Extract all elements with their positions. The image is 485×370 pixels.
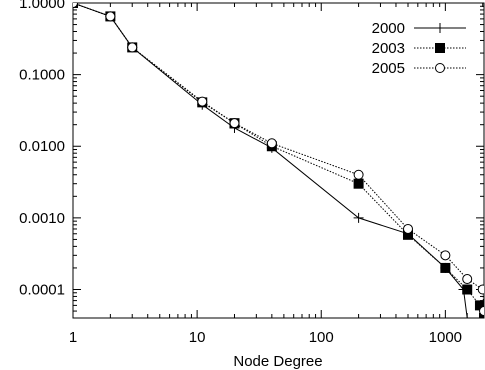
y-tick-label: 0.0010 bbox=[19, 210, 65, 227]
x-tick-label: 1 bbox=[69, 329, 77, 346]
y-tick-label: 0.1000 bbox=[19, 67, 65, 84]
series-group bbox=[73, 3, 484, 318]
data-point-2003 bbox=[474, 300, 484, 311]
data-point-2003 bbox=[353, 178, 364, 189]
legend-marker bbox=[435, 63, 445, 73]
data-point-2005 bbox=[440, 250, 451, 261]
x-axis-title: Node Degree bbox=[233, 353, 322, 370]
legend: 2000 2003 2005 bbox=[372, 20, 466, 77]
y-tick-label: 1.0000 bbox=[19, 0, 65, 12]
x-tick-label: 10 bbox=[189, 329, 206, 346]
legend-label: 2000 bbox=[372, 20, 405, 37]
data-point-2005 bbox=[105, 11, 116, 22]
data-point-2005 bbox=[266, 138, 277, 149]
plot-frame bbox=[72, 2, 485, 319]
data-point-2005 bbox=[127, 42, 138, 53]
axis-ticks: 1 10 100 1000 1.0000 0.1000 0.0100 0.0010 0.0001 bbox=[19, 0, 484, 346]
data-point-2005 bbox=[479, 306, 484, 317]
data-point-2003 bbox=[479, 313, 484, 318]
x-tick-label: 100 bbox=[309, 329, 334, 346]
data-point-2000 bbox=[462, 313, 473, 318]
legend-marker bbox=[435, 43, 445, 53]
data-point-2005 bbox=[353, 169, 364, 180]
legend-marker bbox=[435, 23, 445, 33]
y-tick-label: 0.0001 bbox=[19, 281, 65, 298]
data-point-2005 bbox=[229, 118, 240, 129]
data-point-2005 bbox=[197, 96, 208, 107]
data-point-2005 bbox=[402, 223, 413, 234]
data-point-2005 bbox=[477, 284, 484, 295]
data-point-2005 bbox=[73, 3, 78, 8]
legend-label: 2003 bbox=[372, 40, 405, 57]
data-point-2000 bbox=[353, 212, 364, 223]
data-point-2003 bbox=[462, 284, 473, 295]
x-tick-label: 1000 bbox=[429, 329, 462, 346]
data-point-2003 bbox=[402, 229, 413, 240]
legend-label: 2005 bbox=[372, 60, 405, 77]
y-tick-label: 0.0100 bbox=[19, 138, 65, 155]
data-point-2003 bbox=[440, 262, 451, 273]
data-point-2005 bbox=[462, 274, 473, 285]
